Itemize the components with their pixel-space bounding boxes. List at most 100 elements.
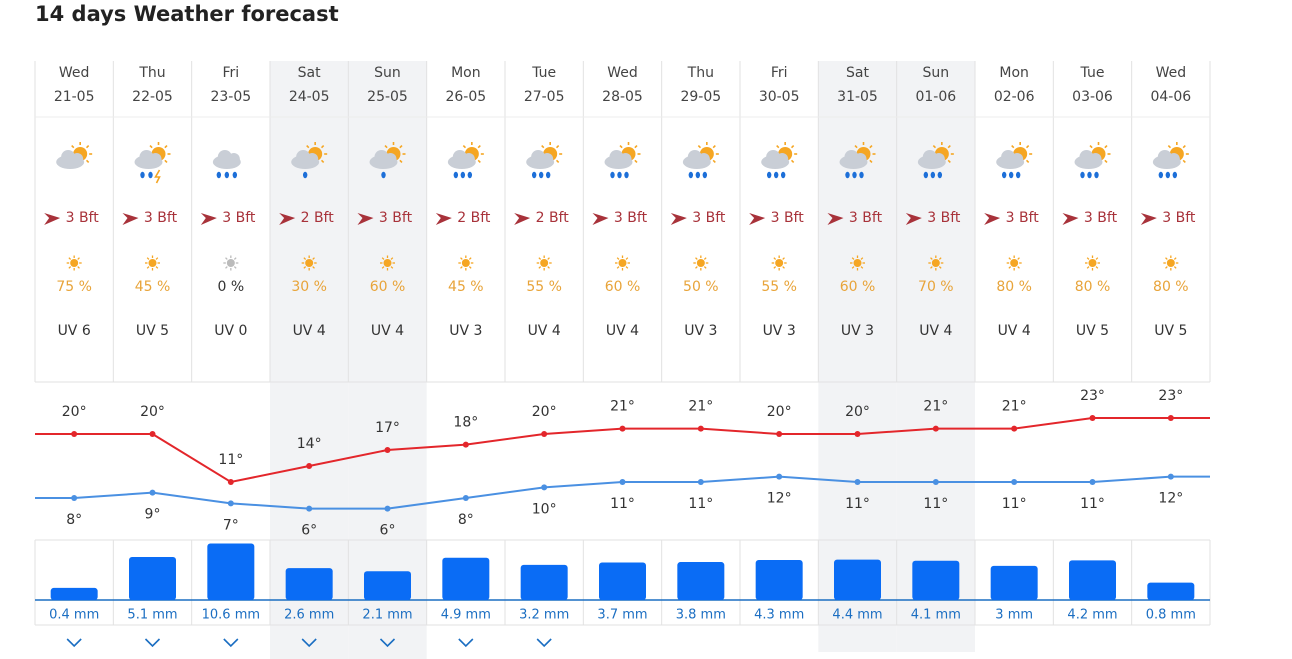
sun-ray bbox=[619, 144, 623, 149]
sun-ray bbox=[1017, 257, 1020, 260]
sun bbox=[853, 259, 862, 267]
sunshine: 45 % bbox=[448, 279, 484, 295]
sun-ray bbox=[1025, 159, 1030, 164]
sun-ray bbox=[77, 266, 80, 269]
low-temp: 12° bbox=[1158, 491, 1183, 507]
rain-drop bbox=[1008, 171, 1014, 179]
cloud bbox=[1089, 153, 1102, 165]
wind-arrow bbox=[122, 213, 139, 225]
wind-arrow bbox=[279, 213, 296, 225]
sun-ray bbox=[390, 257, 394, 260]
date: 24-05 bbox=[289, 89, 330, 105]
sun bbox=[1166, 259, 1175, 267]
sun-ray bbox=[462, 144, 467, 149]
sun-ray bbox=[947, 144, 951, 149]
sunshine: 0 % bbox=[217, 279, 244, 295]
wind-arrow bbox=[1140, 213, 1157, 225]
expand-chevron[interactable] bbox=[379, 638, 396, 648]
sun bbox=[461, 259, 470, 267]
sun bbox=[1088, 259, 1097, 267]
low-temp-dot bbox=[306, 505, 313, 512]
rain-drop bbox=[766, 171, 772, 179]
low-temp: 6° bbox=[301, 523, 317, 539]
rain-drop bbox=[460, 171, 466, 179]
wind-arrow bbox=[357, 213, 374, 225]
high-temp: 20° bbox=[767, 404, 792, 420]
sun-ray bbox=[164, 144, 168, 149]
low-temp: 8° bbox=[458, 512, 474, 528]
sun-ray bbox=[1025, 144, 1030, 149]
expand-chevron[interactable] bbox=[223, 638, 239, 648]
high-temp-dot bbox=[227, 479, 234, 485]
wind: 3 Bft bbox=[692, 210, 726, 226]
day-name: Wed bbox=[607, 65, 638, 81]
weather-icon bbox=[604, 142, 641, 179]
sun-ray bbox=[1008, 266, 1012, 269]
sunshine: 55 % bbox=[526, 279, 562, 295]
high-temp-dot bbox=[1167, 415, 1174, 421]
date: 03-06 bbox=[1072, 89, 1113, 105]
expand-chevron[interactable] bbox=[458, 638, 474, 648]
cloud bbox=[1167, 153, 1180, 165]
sunshine: 60 % bbox=[605, 279, 641, 295]
sun-ray bbox=[634, 144, 638, 149]
sun-ray bbox=[477, 144, 481, 149]
sunshine: 55 % bbox=[761, 279, 797, 295]
sun-ray bbox=[320, 144, 325, 149]
sun-ray bbox=[306, 144, 310, 149]
sun-ray bbox=[860, 257, 864, 260]
uv-index: UV 4 bbox=[606, 323, 639, 339]
expand-chevron[interactable] bbox=[301, 638, 317, 648]
high-temp-dot bbox=[697, 425, 704, 432]
cloud bbox=[697, 153, 710, 165]
sun-ray bbox=[1182, 159, 1186, 164]
low-temp: 12° bbox=[767, 491, 792, 507]
sun-ray bbox=[1095, 257, 1099, 260]
expand-chevron[interactable] bbox=[144, 638, 161, 648]
rain-drop bbox=[923, 171, 929, 179]
precip-bar bbox=[677, 562, 725, 600]
sun-ray bbox=[312, 266, 315, 269]
sun-ray bbox=[85, 159, 90, 164]
cloud bbox=[541, 153, 554, 165]
sun-ray bbox=[869, 159, 873, 164]
date: 25-05 bbox=[367, 89, 408, 105]
low-temp: 11° bbox=[610, 496, 635, 512]
rain-drop bbox=[1087, 171, 1092, 179]
wind: 2 Bft bbox=[457, 210, 491, 226]
uv-index: UV 5 bbox=[1154, 323, 1187, 339]
rain-drop bbox=[545, 171, 551, 179]
high-temp: 18° bbox=[453, 415, 478, 431]
sun-icon bbox=[145, 255, 160, 271]
rain-drop bbox=[1001, 171, 1007, 179]
high-temp: 11° bbox=[218, 452, 243, 468]
sun-ray bbox=[225, 266, 228, 269]
low-temp-dot bbox=[149, 489, 156, 496]
low-temp-dot bbox=[71, 495, 78, 501]
wind: 3 Bft bbox=[1162, 210, 1196, 226]
sunshine: 45 % bbox=[135, 279, 171, 295]
uv-index: UV 4 bbox=[293, 323, 326, 339]
precip-bar bbox=[1069, 560, 1116, 600]
high-temp: 17° bbox=[375, 420, 400, 436]
precip-bar bbox=[129, 557, 176, 600]
sun-ray bbox=[712, 144, 716, 149]
sun-ray bbox=[851, 266, 855, 269]
expand-chevron[interactable] bbox=[66, 638, 82, 648]
sun-ray bbox=[555, 144, 560, 149]
low-temp: 11° bbox=[1002, 496, 1027, 512]
lightning bbox=[154, 169, 161, 184]
rain-drop bbox=[1015, 171, 1021, 179]
uv-index: UV 4 bbox=[528, 323, 561, 339]
sun-ray bbox=[697, 144, 702, 149]
sun-ray bbox=[703, 266, 707, 269]
date: 21-05 bbox=[54, 89, 95, 105]
day-name: Wed bbox=[1156, 65, 1187, 81]
high-temp: 21° bbox=[1002, 399, 1027, 415]
precip-label: 4.1 mm bbox=[911, 608, 961, 623]
sun-ray bbox=[773, 257, 777, 260]
expand-chevron[interactable] bbox=[536, 638, 552, 648]
high-temp-dot bbox=[1011, 425, 1018, 432]
page-title: 14 days Weather forecast bbox=[35, 2, 339, 26]
rain-drop bbox=[224, 171, 230, 179]
